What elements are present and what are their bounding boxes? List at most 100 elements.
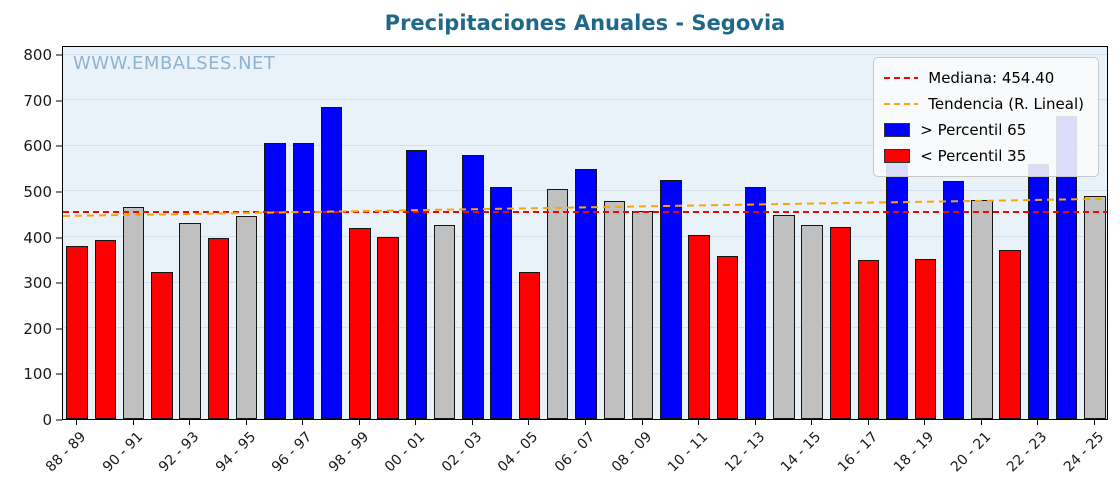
bar-99-00	[377, 236, 399, 419]
x-axis-tick	[754, 420, 756, 425]
bar-16-17	[857, 260, 880, 419]
x-axis-tick	[980, 420, 982, 425]
bar-93-94	[207, 237, 230, 419]
below-percentile-swatch	[884, 149, 911, 163]
y-tick-label-700: 700	[23, 91, 52, 110]
legend-label-above: > Percentil 65	[920, 121, 1027, 139]
y-axis-tick	[56, 191, 62, 193]
bar-10-11	[688, 235, 710, 419]
x-axis-tick	[1093, 420, 1095, 425]
bar-09-10	[660, 179, 682, 419]
y-tick-label-500: 500	[23, 182, 52, 201]
x-axis-tick	[132, 420, 134, 425]
x-tick-label: 20 - 21	[947, 429, 995, 476]
bar-02-03	[462, 155, 484, 419]
legend-label-below: < Percentil 35	[920, 147, 1027, 165]
bar-12-13	[744, 187, 767, 419]
y-axis-tick	[56, 328, 62, 330]
x-tick-label: 94 - 95	[212, 429, 260, 476]
bar-95-96	[264, 143, 286, 419]
bar-15-16	[829, 226, 852, 419]
y-tick-label-200: 200	[23, 319, 52, 338]
median-line	[63, 210, 1107, 213]
bar-14-15	[801, 225, 823, 419]
x-tick-label: 08 - 09	[608, 429, 655, 476]
legend-label-trend: Tendencia (R. Lineal)	[928, 95, 1084, 113]
y-tick-label-600: 600	[23, 137, 52, 156]
x-axis-tick	[867, 420, 869, 425]
chart-title: Precipitaciones Anuales - Segovia	[384, 11, 786, 35]
bar-94-95	[236, 216, 258, 419]
bar-90-91	[122, 206, 145, 419]
y-tick-label-800: 800	[23, 46, 52, 65]
bar-24-25	[1084, 196, 1106, 419]
bar-17-18	[886, 158, 908, 419]
bar-11-12	[716, 256, 739, 419]
y-tick-label-400: 400	[23, 228, 52, 247]
bar-98-99	[349, 228, 371, 419]
median-line-swatch	[884, 77, 919, 79]
bar-03-04	[490, 187, 512, 419]
bar-22-23	[1027, 163, 1050, 419]
x-axis-tick	[1037, 420, 1039, 425]
legend-label-median: Mediana: 454.40	[928, 69, 1055, 87]
y-axis-tick	[56, 282, 62, 284]
bar-91-92	[151, 272, 173, 419]
watermark: WWW.EMBALSES.NET	[73, 53, 276, 74]
bar-06-07	[575, 169, 597, 419]
gridline-700	[63, 99, 1107, 101]
x-tick-label: 24 - 25	[1060, 429, 1108, 476]
bar-04-05	[518, 272, 541, 419]
x-tick-label: 12 - 13	[721, 429, 768, 476]
x-axis-tick	[471, 420, 473, 425]
legend: Mediana: 454.40 Tendencia (R. Lineal) > …	[873, 57, 1099, 177]
y-tick-label-300: 300	[23, 274, 52, 293]
y-axis-tick	[56, 419, 62, 421]
x-tick-label: 92 - 93	[156, 429, 203, 476]
bar-20-21	[971, 200, 993, 419]
plot-area: WWW.EMBALSES.NET Mediana: 454.40 Tendenc…	[62, 46, 1108, 420]
x-tick-label: 14 - 15	[778, 429, 825, 476]
bar-13-14	[773, 215, 795, 419]
legend-item-trend: Tendencia (R. Lineal)	[884, 91, 1084, 117]
bar-92-93	[179, 222, 201, 419]
x-axis-tick	[415, 420, 417, 425]
y-tick-label-100: 100	[23, 365, 52, 384]
bar-00-01	[405, 149, 428, 419]
above-percentile-swatch	[884, 123, 911, 137]
legend-item-median: Mediana: 454.40	[884, 65, 1084, 91]
y-axis-tick	[56, 100, 62, 102]
x-tick-label: 96 - 97	[269, 429, 316, 476]
y-axis-tick	[56, 54, 62, 56]
x-axis-tick	[189, 420, 191, 425]
bar-96-97	[292, 143, 315, 419]
x-axis-tick	[76, 420, 78, 425]
bar-08-09	[631, 211, 654, 419]
y-tick-label-0: 0	[42, 411, 52, 429]
x-axis-tick	[585, 420, 586, 425]
x-axis-tick	[528, 420, 530, 425]
x-tick-label: 22 - 23	[1004, 429, 1051, 476]
x-axis-tick	[811, 420, 813, 425]
bar-88-89	[66, 245, 88, 419]
y-axis-tick	[56, 373, 62, 375]
bar-21-22	[999, 250, 1021, 419]
x-axis-tick	[358, 420, 360, 425]
x-axis-tick	[245, 420, 247, 425]
bar-07-08	[603, 201, 625, 419]
bar-97-98	[320, 106, 343, 419]
legend-item-above-percentile: > Percentil 65	[884, 117, 1084, 143]
gridline-600	[63, 144, 1107, 146]
gridline-800	[63, 53, 1107, 55]
bar-01-02	[433, 225, 456, 419]
y-axis-tick	[56, 237, 62, 239]
legend-item-below-percentile: < Percentil 35	[884, 143, 1084, 169]
x-axis-tick	[698, 420, 700, 425]
x-tick-label: 18 - 19	[891, 429, 938, 476]
x-tick-label: 88 - 89	[43, 429, 90, 476]
bar-18-19	[914, 259, 936, 419]
y-axis-tick	[56, 145, 62, 147]
trend-line-swatch	[884, 103, 919, 105]
x-axis-tick	[641, 420, 643, 425]
